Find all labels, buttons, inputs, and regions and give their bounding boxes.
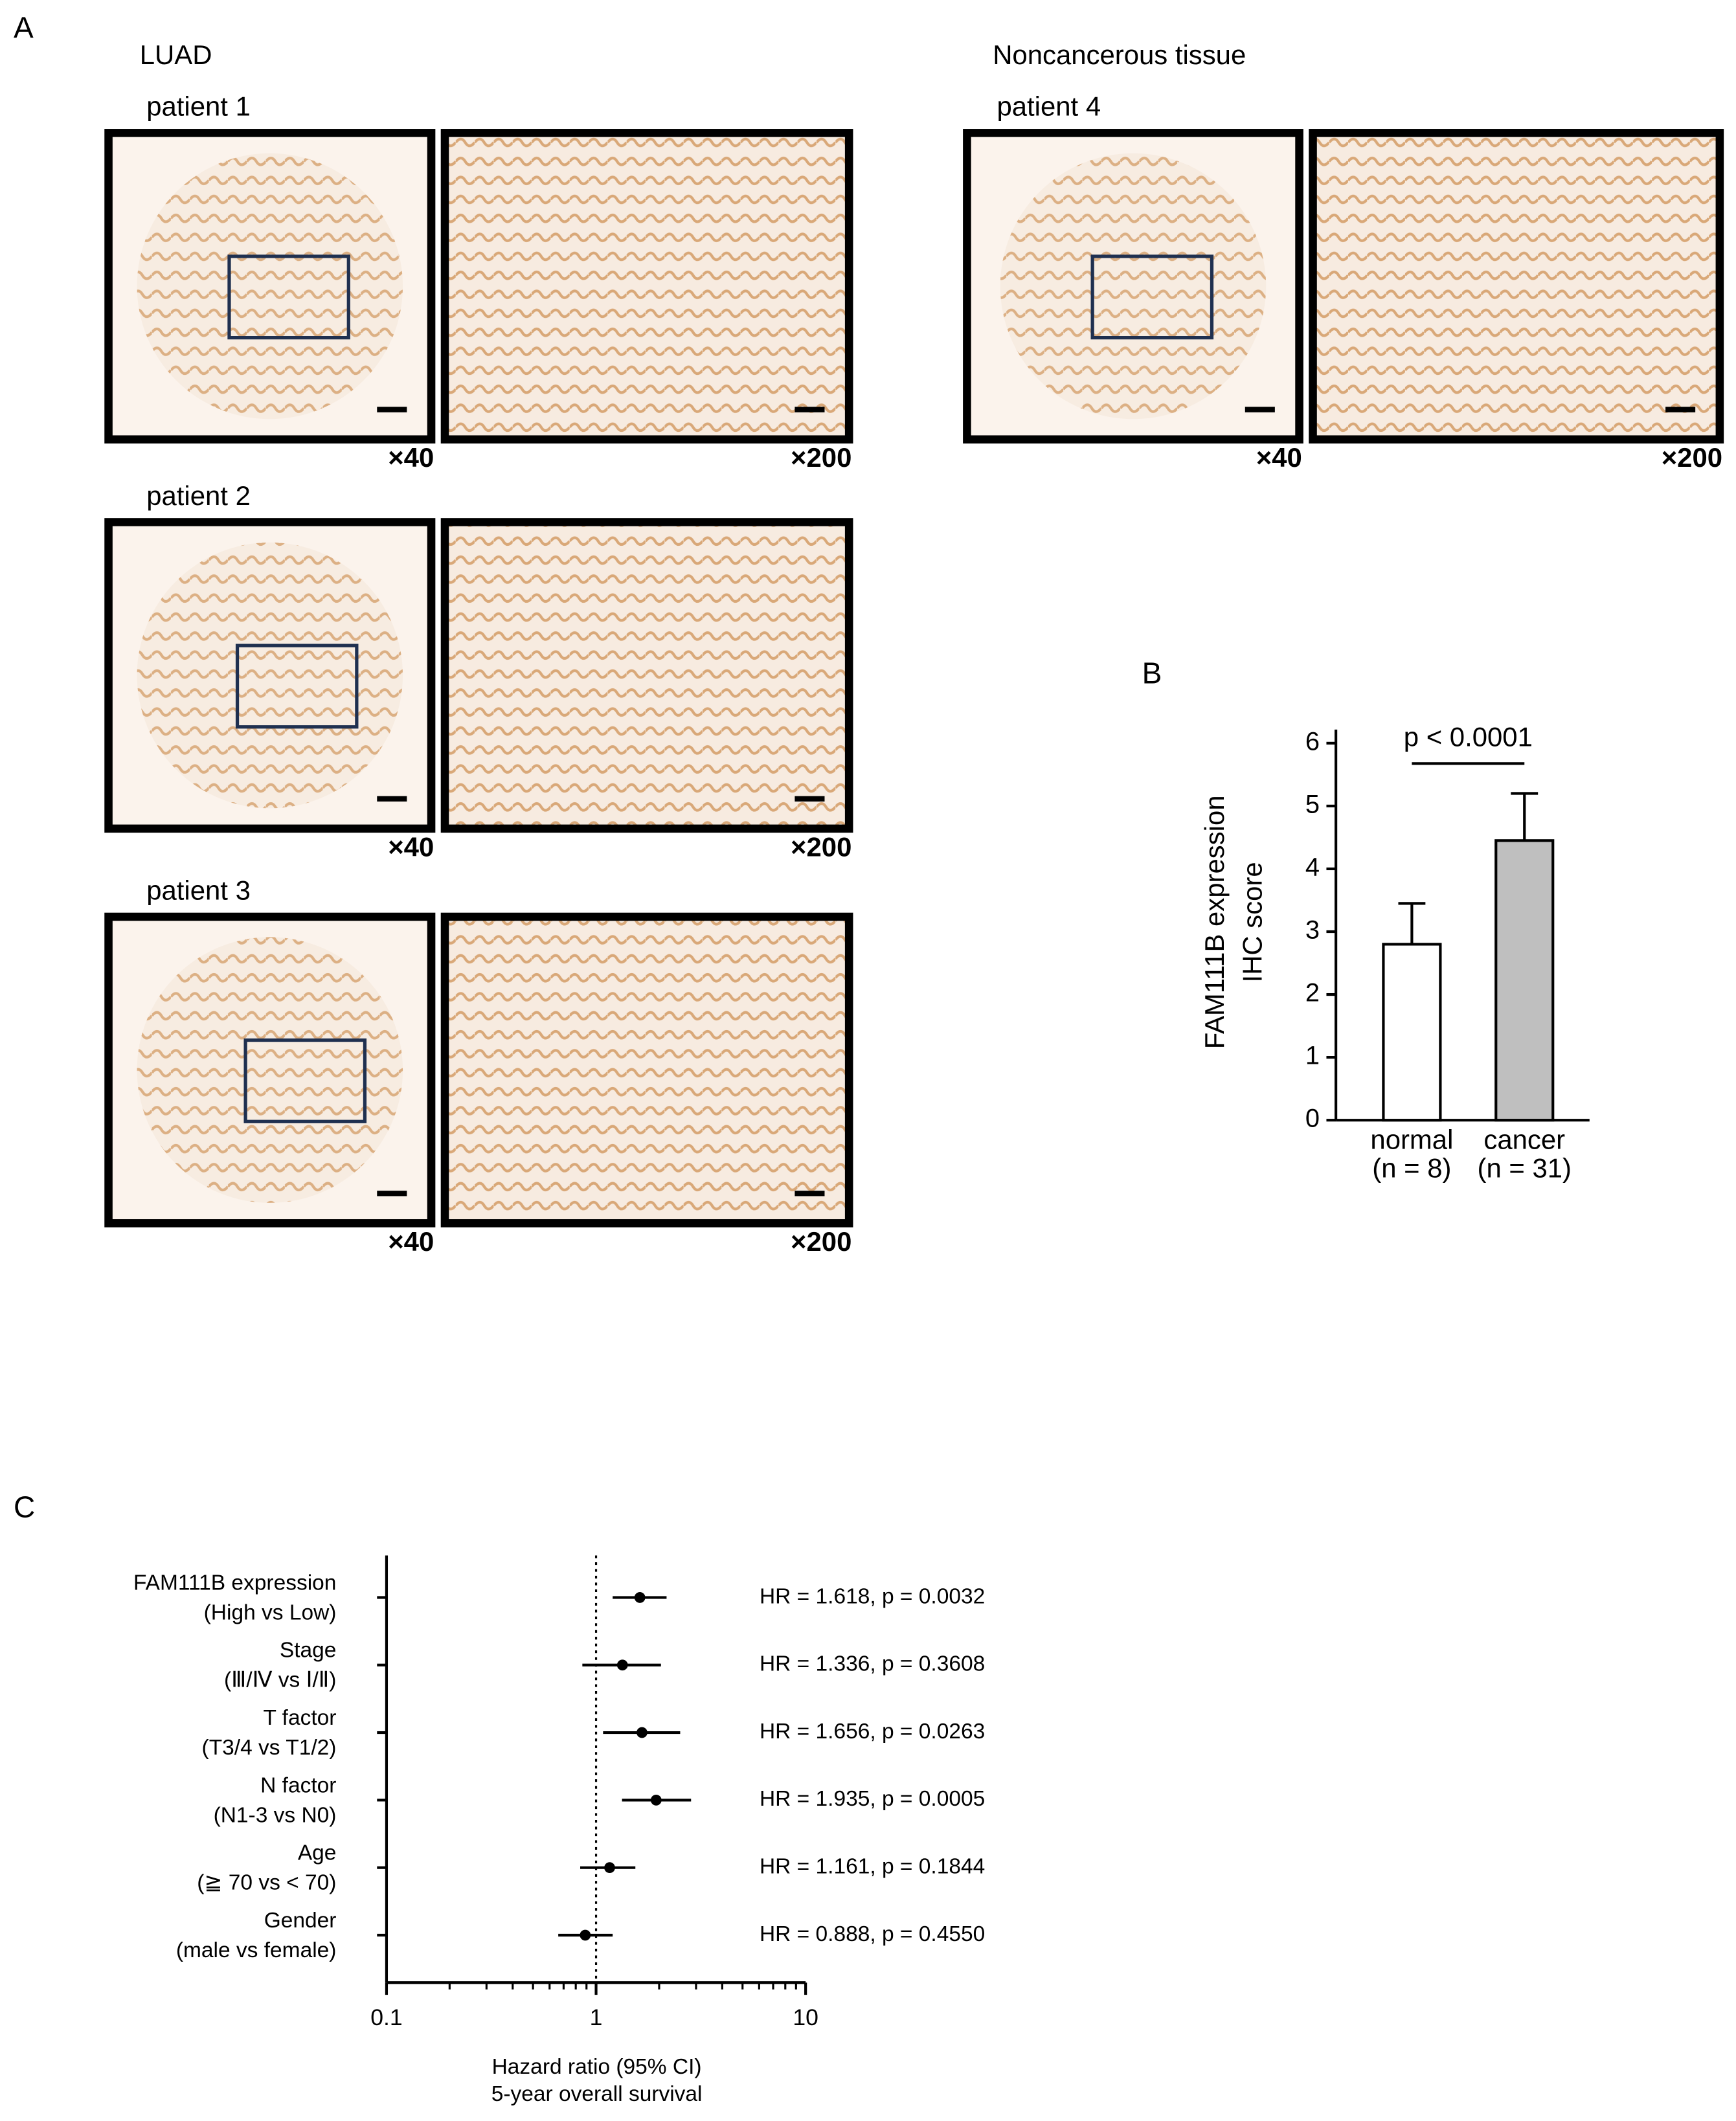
- row-label: Age: [298, 1841, 337, 1865]
- y-tick-label: 5: [1305, 790, 1320, 818]
- value-label: HR = 1.161, p = 0.1844: [760, 1855, 985, 1879]
- row-label: (High vs Low): [204, 1600, 337, 1624]
- row-label: FAM111B expression: [133, 1571, 336, 1595]
- y-axis-label: IHC score: [1237, 862, 1268, 982]
- magnification: ×200: [791, 831, 851, 862]
- row-label: N factor: [260, 1773, 336, 1797]
- row-label: (male vs female): [176, 1938, 337, 1962]
- x-tick-label: 1: [590, 2004, 603, 2030]
- hr-point: [637, 1727, 648, 1738]
- tissue-core: [137, 937, 403, 1203]
- row-label: (≧ 70 vs < 70): [197, 1871, 336, 1895]
- zoom-box: [1090, 254, 1214, 340]
- value-label: HR = 1.935, p = 0.0005: [760, 1787, 985, 1811]
- value-label: HR = 1.656, p = 0.0263: [760, 1720, 985, 1744]
- patient-label: patient 1: [146, 91, 251, 122]
- row-label: Stage: [280, 1639, 337, 1663]
- y-axis-label: FAM111B expression: [1199, 795, 1230, 1049]
- group-title: Noncancerous tissue: [993, 39, 1246, 70]
- magnification: ×200: [791, 1226, 851, 1257]
- y-tick-label: 3: [1305, 916, 1320, 945]
- magnification: ×40: [388, 831, 434, 862]
- x-tick-sublabel: (n = 8): [1372, 1153, 1451, 1184]
- magnification: ×40: [388, 442, 434, 473]
- magnification: ×200: [791, 442, 851, 473]
- row-label: Gender: [264, 1909, 337, 1933]
- x-tick-label: 0.1: [370, 2004, 402, 2030]
- hr-point: [604, 1862, 615, 1874]
- bar: [1494, 839, 1555, 1122]
- panel-label: B: [1142, 656, 1162, 690]
- magnification: ×200: [1662, 442, 1722, 473]
- micrograph-frame: [440, 912, 853, 1228]
- row-label: T factor: [263, 1706, 336, 1730]
- x-tick-label: cancer: [1483, 1125, 1565, 1155]
- value-label: HR = 1.618, p = 0.0032: [760, 1584, 985, 1608]
- hr-point: [650, 1794, 662, 1806]
- hr-point: [580, 1929, 591, 1941]
- panel-label: C: [14, 1490, 35, 1523]
- x-tick-label: normal: [1370, 1125, 1453, 1155]
- y-tick-label: 2: [1305, 979, 1320, 1007]
- micrograph-frame: [440, 129, 853, 443]
- significance-label: p < 0.0001: [1404, 722, 1533, 752]
- tissue-core: [137, 542, 403, 809]
- value-label: HR = 0.888, p = 0.4550: [760, 1922, 985, 1946]
- zoom-box: [235, 644, 359, 729]
- tissue-core: [137, 153, 403, 420]
- patient-label: patient 4: [997, 91, 1101, 122]
- row-label: (Ⅲ/Ⅳ vs Ⅰ/Ⅱ): [224, 1668, 336, 1692]
- group-title: LUAD: [140, 39, 212, 70]
- hr-point: [634, 1592, 646, 1603]
- y-tick-label: 1: [1305, 1042, 1320, 1070]
- row-label: (T3/4 vs T1/2): [202, 1736, 337, 1760]
- y-tick-label: 4: [1305, 853, 1320, 881]
- magnification: ×40: [1256, 442, 1302, 473]
- bar: [1382, 943, 1442, 1122]
- zoom-box: [243, 1038, 367, 1123]
- patient-label: patient 2: [146, 480, 251, 511]
- zoom-box: [227, 254, 350, 340]
- hr-point: [616, 1659, 628, 1671]
- x-tick-label: 10: [793, 2004, 818, 2030]
- tissue-core: [1000, 153, 1267, 420]
- patient-label: patient 3: [146, 875, 251, 905]
- magnification: ×40: [388, 1226, 434, 1257]
- x-axis-label: 5-year overall survival: [491, 2082, 703, 2106]
- y-tick-label: 6: [1305, 727, 1320, 756]
- value-label: HR = 1.336, p = 0.3608: [760, 1652, 985, 1676]
- micrograph-frame: [440, 518, 853, 833]
- panel-label: A: [14, 10, 34, 44]
- micrograph-frame: [1309, 129, 1724, 443]
- y-tick-label: 0: [1305, 1105, 1320, 1133]
- x-tick-sublabel: (n = 31): [1478, 1153, 1572, 1184]
- x-axis-label: Hazard ratio (95% CI): [492, 2055, 702, 2079]
- row-label: (N1-3 vs N0): [214, 1803, 337, 1827]
